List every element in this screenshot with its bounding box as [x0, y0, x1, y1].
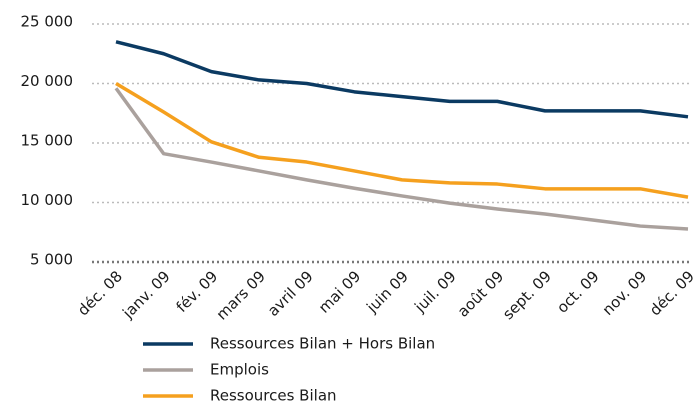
y-tick-label: 15 000 — [21, 132, 74, 150]
x-tick-label: juin 09 — [362, 267, 412, 317]
x-tick-label: oct. 09 — [553, 267, 602, 316]
x-tick-label: avril 09 — [264, 267, 317, 320]
y-tick-label: 5 000 — [30, 251, 73, 269]
series-line — [115, 40, 689, 119]
x-tick-label: sept. 09 — [499, 267, 555, 323]
legend-label: Ressources Bilan — [210, 387, 337, 403]
x-tick-label: mai 09 — [315, 267, 364, 316]
x-tick-label: déc. 08 — [74, 267, 126, 319]
y-tick-label: 10 000 — [21, 191, 74, 209]
x-tick-label: nov. 09 — [599, 267, 651, 319]
x-tick-label: janv. 09 — [118, 267, 173, 322]
series-line — [115, 81, 689, 199]
x-tick-label: mars 09 — [213, 267, 269, 323]
legend-label: Ressources Bilan + Hors Bilan — [210, 335, 435, 353]
x-tick-label: août 09 — [454, 267, 507, 320]
x-tick-label: juil. 09 — [410, 267, 459, 316]
legend-label: Emplois — [210, 361, 269, 379]
y-tick-label: 20 000 — [21, 72, 74, 90]
x-tick-label: déc. 09 — [646, 267, 698, 319]
y-tick-label: 25 000 — [21, 13, 74, 31]
series-line — [114, 87, 689, 231]
